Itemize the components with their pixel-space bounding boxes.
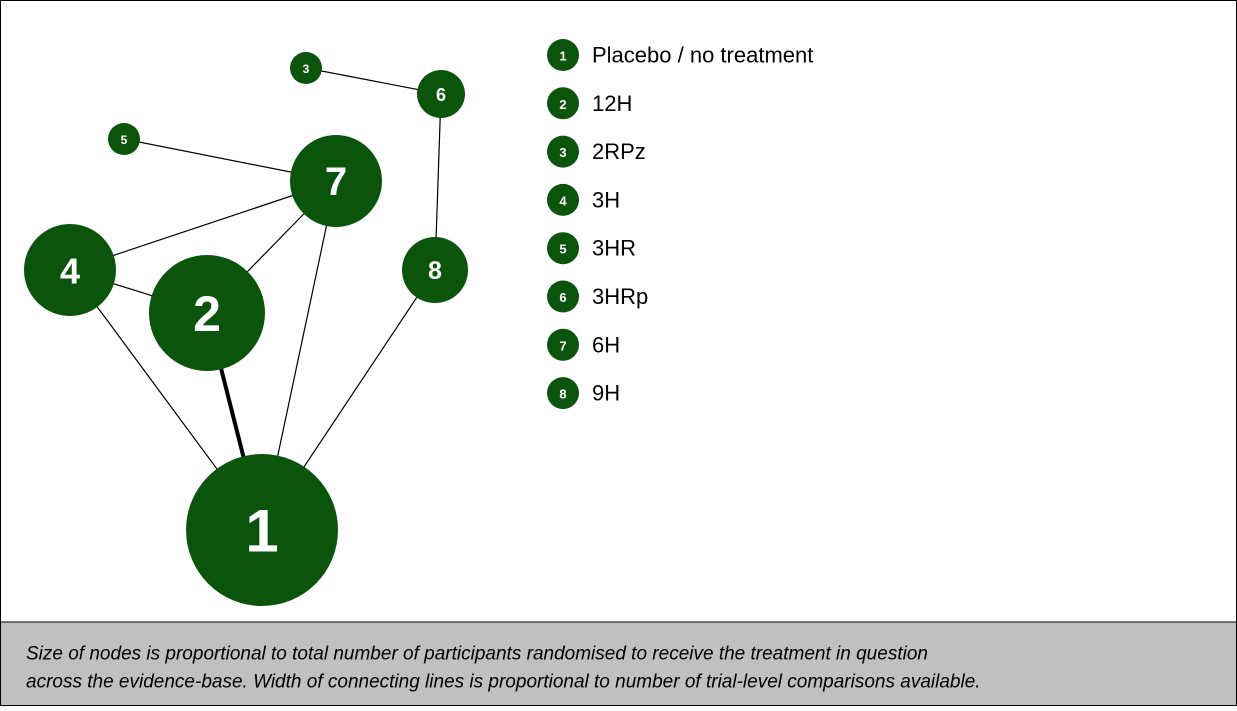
caption-line: across the evidence-base. Width of conne… bbox=[26, 672, 981, 693]
legend: 1 Placebo / no treatment 2 12H 3 2RPz 4 3H 5 3HR 6… bbox=[547, 39, 813, 410]
node bbox=[108, 123, 140, 155]
legend-label: Placebo / no treatment bbox=[592, 43, 813, 68]
caption-line: Size of nodes is proportional to total n… bbox=[26, 644, 928, 665]
node bbox=[186, 454, 338, 606]
nodes: 1 2 3 4 5 6 7 8 bbox=[24, 52, 468, 606]
node-label: 6 bbox=[436, 85, 446, 105]
legend-label: 9H bbox=[592, 381, 620, 406]
node-label: 4 bbox=[60, 251, 80, 292]
legend-label: 3HR bbox=[592, 236, 636, 261]
node-label: 7 bbox=[325, 160, 347, 204]
node bbox=[290, 135, 382, 227]
legend-badge bbox=[547, 328, 579, 361]
legend-badge bbox=[547, 39, 579, 71]
legend-badge-number: 1 bbox=[559, 49, 566, 64]
node-label: 3 bbox=[303, 62, 310, 76]
node-label: 8 bbox=[428, 257, 442, 285]
node-label: 1 bbox=[245, 498, 278, 565]
node-label: 2 bbox=[193, 286, 221, 342]
node bbox=[290, 52, 322, 84]
legend-badge-number: 6 bbox=[559, 290, 566, 305]
caption-box bbox=[1, 622, 1236, 705]
legend-badge-number: 3 bbox=[559, 145, 566, 160]
legend-badge bbox=[547, 135, 579, 168]
legend-badge bbox=[547, 280, 579, 313]
legend-badge-number: 8 bbox=[559, 387, 566, 402]
legend-label: 3HRp bbox=[592, 284, 648, 309]
node bbox=[417, 70, 465, 118]
legend-label: 6H bbox=[592, 332, 620, 357]
legend-badge bbox=[547, 232, 579, 265]
legend-badge-number: 2 bbox=[559, 97, 566, 112]
legend-badge bbox=[547, 87, 579, 120]
legend-label: 3H bbox=[592, 187, 620, 212]
node bbox=[24, 224, 116, 316]
node-label: 5 bbox=[121, 133, 128, 147]
legend-label: 2RPz bbox=[592, 139, 646, 164]
legend-label: 12H bbox=[592, 91, 632, 116]
edge bbox=[69, 180, 337, 271]
node bbox=[402, 237, 468, 303]
legend-badge-number: 5 bbox=[559, 242, 566, 257]
legend-badge bbox=[547, 183, 579, 216]
legend-badge bbox=[547, 377, 579, 410]
node bbox=[149, 255, 265, 371]
legend-badge-number: 4 bbox=[559, 193, 567, 208]
legend-badge-number: 7 bbox=[559, 338, 566, 353]
